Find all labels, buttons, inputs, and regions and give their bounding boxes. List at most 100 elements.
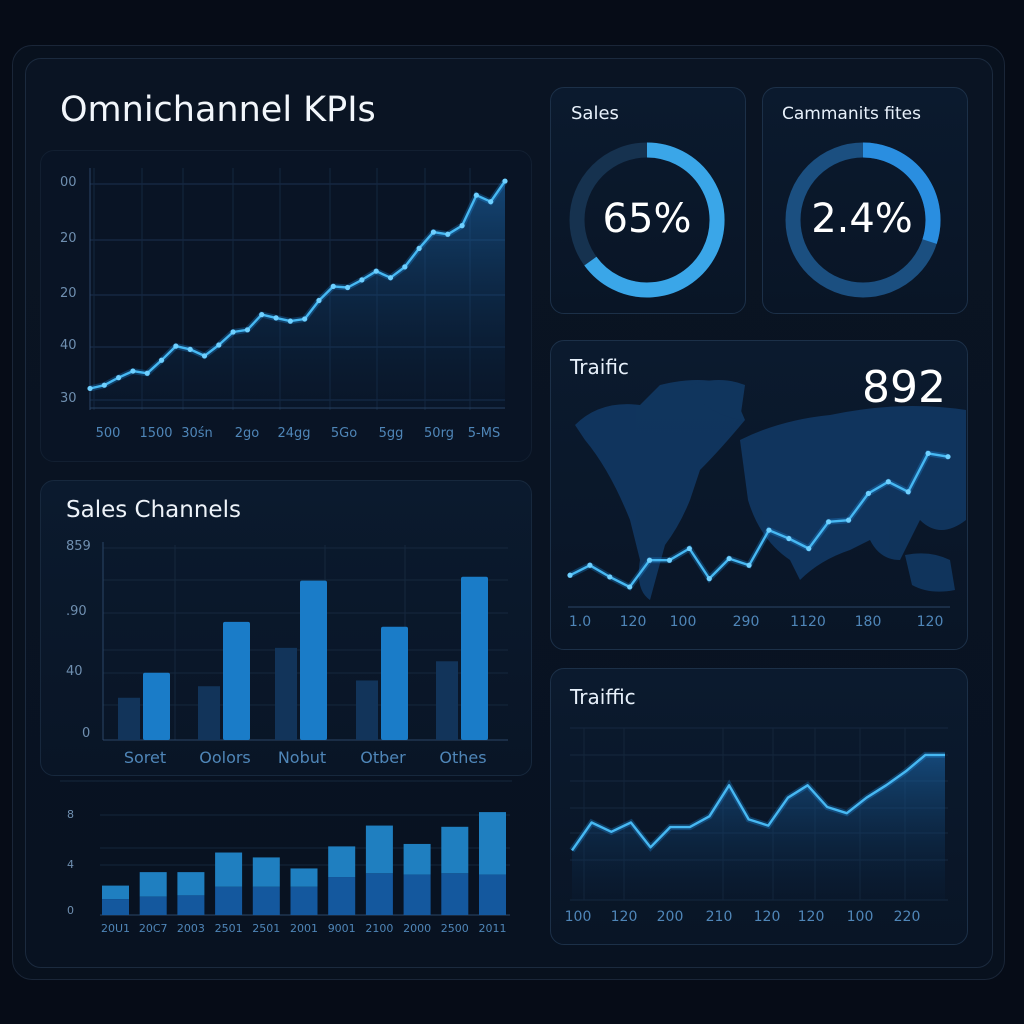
- stacked-bar-bottom: [403, 874, 431, 915]
- category-label: Otber: [360, 748, 406, 767]
- x-tick-label: 290: [732, 614, 760, 630]
- data-point: [686, 545, 692, 552]
- data-point: [826, 519, 832, 525]
- x-tick-label: 180: [854, 614, 882, 630]
- series-line: [571, 753, 945, 852]
- data-point: [627, 584, 633, 590]
- x-tick-label: 5Go: [330, 426, 358, 441]
- x-tick-label: 100: [564, 909, 592, 925]
- x-tick-label: 500: [95, 426, 121, 441]
- y-tick-label: 00: [60, 175, 77, 190]
- stacked-bar-bottom: [177, 895, 205, 915]
- stacked-bar-top: [479, 812, 506, 875]
- data-point: [359, 277, 365, 283]
- traffic-trend-label: Traiffic: [570, 685, 636, 709]
- bar-primary: [461, 576, 488, 740]
- bar-secondary: [198, 686, 220, 740]
- data-point: [259, 312, 265, 318]
- data-point: [607, 574, 613, 580]
- data-point: [101, 382, 107, 388]
- data-point: [187, 346, 193, 352]
- x-tick-label: 24gg: [277, 426, 311, 441]
- data-point: [201, 353, 208, 359]
- data-point: [786, 535, 792, 542]
- x-tick-label: 9001: [327, 922, 356, 935]
- sales-kpi-value: 65%: [602, 196, 692, 242]
- stacked-bar-top: [139, 872, 167, 897]
- data-point: [488, 199, 494, 205]
- data-point: [905, 489, 911, 495]
- y-tick-label: 20: [60, 231, 77, 246]
- data-point: [402, 264, 408, 270]
- bar-secondary: [436, 661, 458, 740]
- stacked-bar-top: [365, 825, 393, 874]
- campaign-kpi-value: 2.4%: [811, 196, 913, 242]
- data-point: [726, 555, 732, 562]
- x-tick-label: 20U1: [100, 922, 131, 935]
- traffic-map-label: Traific: [570, 355, 629, 379]
- bar-primary: [223, 621, 250, 740]
- stacked-bar-top: [441, 826, 469, 874]
- data-point: [473, 192, 479, 198]
- category-label: Nobut: [277, 748, 327, 767]
- data-point: [302, 316, 308, 322]
- data-point: [459, 223, 465, 229]
- bar-secondary: [275, 647, 297, 740]
- data-point: [87, 385, 93, 392]
- x-tick-label: 20C7: [138, 922, 168, 935]
- y-tick-label: 0: [67, 904, 74, 917]
- data-point: [130, 368, 136, 374]
- x-tick-label: 210: [705, 909, 733, 925]
- data-point: [316, 297, 322, 304]
- stacked-bar-bottom: [328, 877, 356, 915]
- sales-channels-title: Sales Channels: [66, 497, 241, 523]
- y-tick-label: 30: [60, 391, 77, 406]
- category-label: Oolors: [199, 748, 251, 767]
- x-tick-label: 2001: [290, 922, 318, 935]
- data-point: [216, 342, 222, 348]
- x-tick-label: 120: [619, 614, 647, 630]
- stacked-bar-top: [403, 843, 431, 875]
- y-tick-label: .90: [66, 604, 87, 619]
- x-tick-label: 2100: [365, 922, 394, 935]
- x-tick-label: 30śn: [181, 426, 213, 441]
- data-point: [387, 275, 394, 281]
- data-point: [706, 576, 712, 582]
- x-tick-label: 2501: [214, 922, 243, 935]
- data-point: [330, 283, 336, 289]
- stacked-bar-bottom: [252, 886, 280, 915]
- category-label: Othes: [439, 748, 487, 767]
- data-point: [845, 517, 852, 523]
- x-tick-label: 120: [753, 909, 781, 925]
- data-point: [567, 572, 573, 578]
- traffic-value: 892: [862, 362, 946, 413]
- data-point: [925, 450, 931, 456]
- campaign-kpi-label: Cammanits fites: [782, 104, 921, 124]
- bar-primary: [381, 626, 408, 740]
- x-tick-label: 100: [846, 909, 874, 925]
- stacked-bar-bottom: [290, 886, 318, 915]
- stacked-bar-top: [252, 857, 280, 887]
- x-tick-label: 5-MS: [467, 426, 501, 441]
- series-line: [569, 452, 949, 589]
- data-point: [587, 562, 593, 568]
- x-tick-label: 2003: [176, 922, 205, 935]
- stacked-bar-bottom: [479, 874, 506, 915]
- bar-secondary: [118, 697, 140, 740]
- x-tick-label: 1.0: [568, 614, 592, 630]
- x-tick-label: 120: [916, 614, 944, 630]
- x-tick-label: 2go: [234, 426, 260, 441]
- data-point: [445, 231, 451, 237]
- stacked-bar-top: [215, 852, 243, 887]
- data-point: [430, 229, 437, 235]
- data-point: [158, 357, 165, 363]
- data-point: [502, 178, 508, 184]
- stacked-bar-bottom: [365, 873, 393, 915]
- bar-primary: [300, 580, 327, 740]
- x-tick-label: 200: [656, 909, 684, 925]
- data-point: [287, 318, 293, 324]
- x-tick-label: 120: [610, 909, 638, 925]
- donut-fill: [862, 142, 941, 244]
